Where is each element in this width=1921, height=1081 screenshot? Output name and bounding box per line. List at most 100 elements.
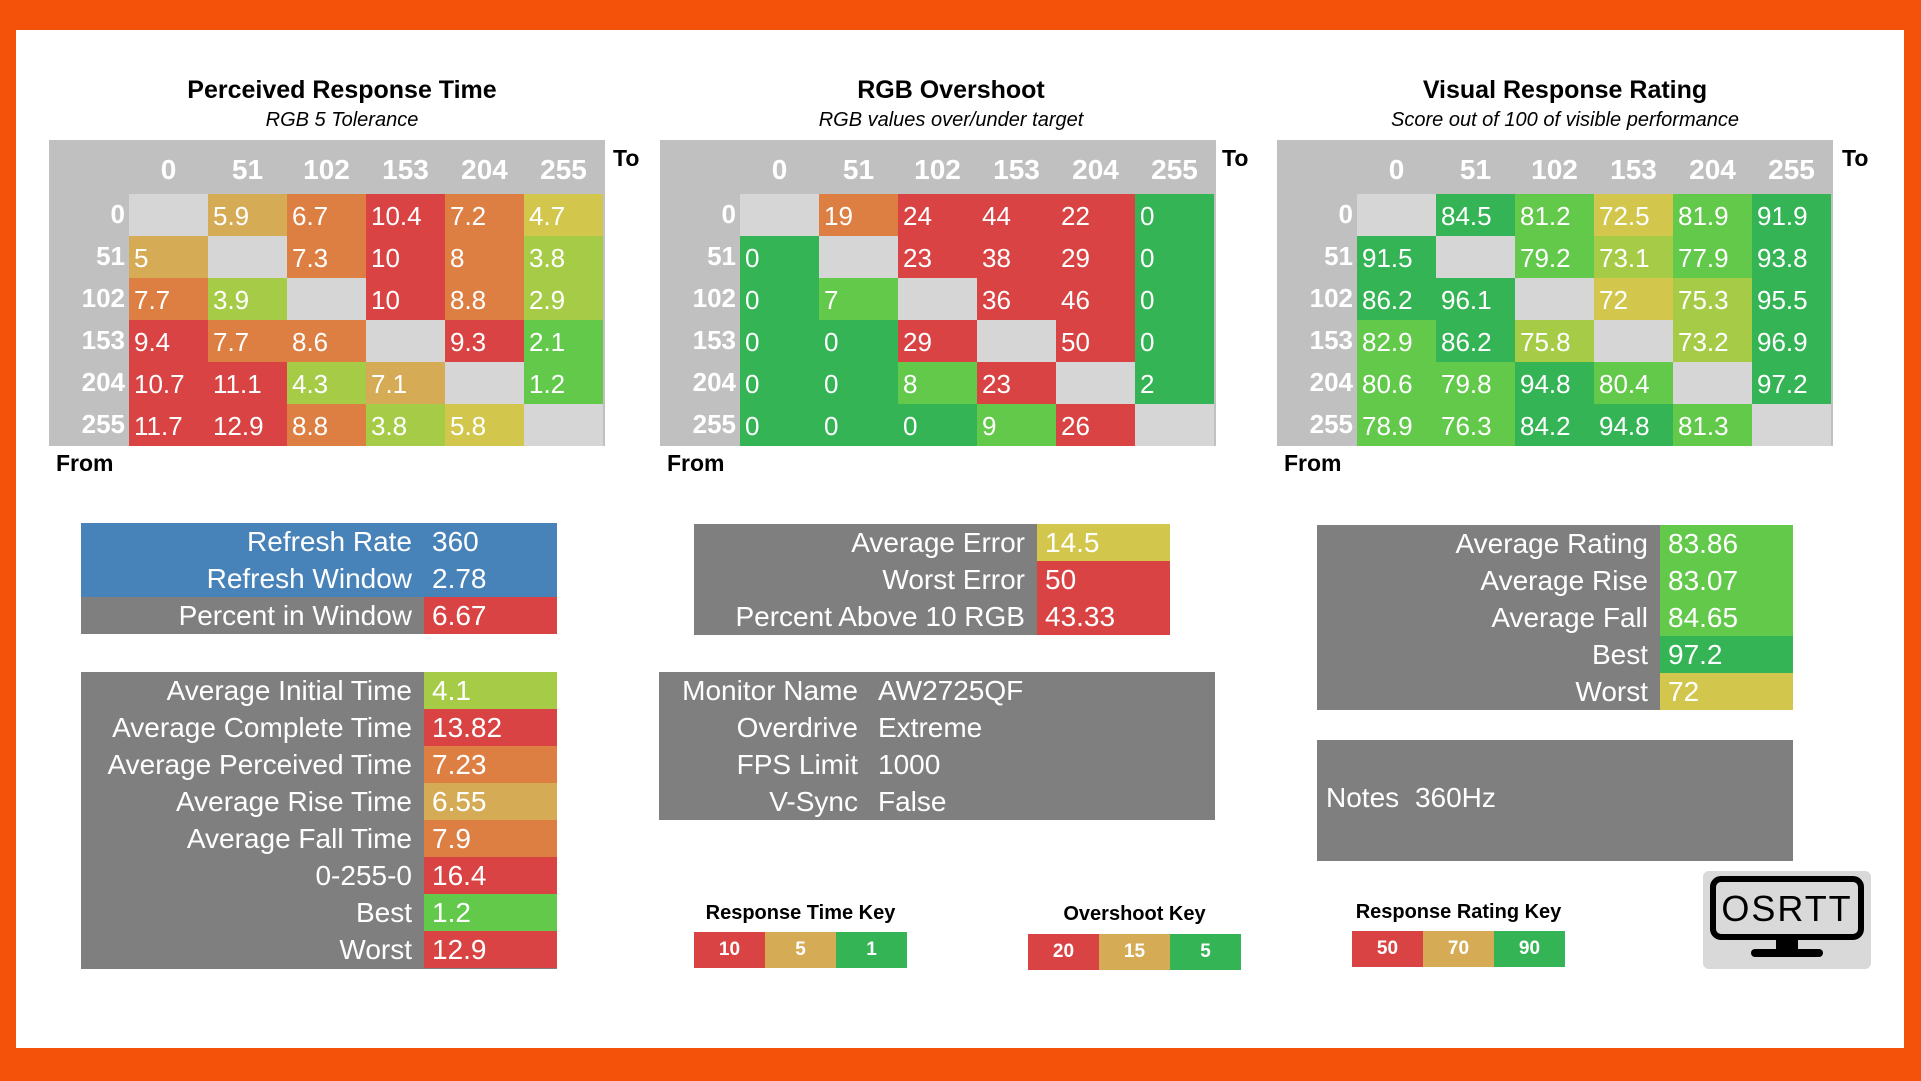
stat-value: 97.2 — [1660, 636, 1793, 673]
osrtt-logo: OSRTT — [1703, 871, 1871, 969]
matrix-row: 102 7.7 3.9 10 8.8 2.9 — [49, 278, 605, 320]
matrix-cell: 5.9 — [208, 194, 287, 236]
stat-label: Average Error — [694, 524, 1037, 561]
matrix-cell: 1.2 — [524, 362, 603, 404]
stat-value: 13.82 — [424, 709, 557, 746]
matrix-row: 255 11.7 12.9 8.8 3.8 5.8 — [49, 404, 605, 446]
matrix-cell: 6.7 — [287, 194, 366, 236]
matrix-cell: 86.2 — [1357, 278, 1436, 320]
matrix-cell: 7.7 — [208, 320, 287, 362]
stat-label: Refresh Window — [81, 560, 424, 597]
from-header: 102 — [1309, 283, 1353, 313]
overshoot-key: 20 15 5 — [1028, 934, 1241, 970]
matrix-cell: 72.5 — [1594, 194, 1673, 236]
matrix-cell: 96.9 — [1752, 320, 1831, 362]
stat-row: Average Error 14.5 — [694, 524, 1170, 561]
stat-row: Average Perceived Time 7.23 — [81, 746, 557, 783]
matrix-cell: 8.8 — [445, 278, 524, 320]
matrix-row: 204 10.7 11.1 4.3 7.1 1.2 — [49, 362, 605, 404]
matrix-cell: 3.8 — [366, 404, 445, 446]
matrix-row: 153 82.9 86.2 75.8 73.2 96.9 — [1277, 320, 1833, 362]
response-rating-key: 50 70 90 — [1352, 931, 1565, 967]
stat-value: 6.55 — [424, 783, 557, 820]
to-header: 255 — [540, 154, 587, 185]
matrix-corner — [660, 140, 740, 194]
stat-label: Average Perceived Time — [81, 746, 424, 783]
visual-subtitle: Score out of 100 of visible performance — [1391, 109, 1739, 131]
results-sheet: Perceived Response Time RGB 5 Tolerance … — [16, 30, 1904, 1048]
matrix-row: 0 5.9 6.7 10.4 7.2 4.7 — [49, 194, 605, 236]
from-header: 0 — [110, 199, 125, 229]
to-header: 153 — [382, 154, 429, 185]
stat-row: Overdrive Extreme — [659, 709, 1215, 746]
from-header: 204 — [692, 367, 736, 397]
matrix-cell: 0 — [1135, 278, 1214, 320]
response-time-key: 10 5 1 — [694, 932, 907, 968]
matrix-cell: 0 — [819, 320, 898, 362]
matrix-cell-empty — [898, 278, 977, 320]
from-header: 51 — [707, 241, 736, 271]
to-header: 51 — [842, 154, 875, 185]
monitor-icon: OSRTT — [1710, 876, 1864, 957]
perceived-matrix: 0 51 102 153 204 255 0 5.9 6.7 10.4 7.2 4.7 51 5 7.3 10… — [49, 140, 605, 446]
matrix-cell: 38 — [977, 236, 1056, 278]
matrix-cell: 0 — [1135, 320, 1214, 362]
matrix-cell-empty — [445, 362, 524, 404]
matrix-cell: 0 — [740, 404, 819, 446]
matrix-cell: 96.1 — [1436, 278, 1515, 320]
matrix-cell: 77.9 — [1673, 236, 1752, 278]
stat-row: Worst 72 — [1317, 673, 1793, 710]
stat-row: Refresh Window 2.78 — [81, 560, 557, 597]
to-label: To — [1222, 145, 1249, 171]
matrix-cell: 0 — [740, 236, 819, 278]
to-header: 204 — [461, 154, 508, 185]
stat-label: Best — [81, 894, 424, 931]
matrix-cell: 7.1 — [366, 362, 445, 404]
stat-value: 360 — [424, 523, 557, 560]
matrix-cell: 73.1 — [1594, 236, 1673, 278]
stat-label: Average Complete Time — [81, 709, 424, 746]
matrix-cell: 3.8 — [524, 236, 603, 278]
to-header: 51 — [231, 154, 264, 185]
from-header: 0 — [721, 199, 736, 229]
stat-row: Average Fall Time 7.9 — [81, 820, 557, 857]
stat-label: Monitor Name — [659, 672, 870, 709]
matrix-cell: 8 — [898, 362, 977, 404]
matrix-cell-empty — [1135, 404, 1214, 446]
key-swatch: 90 — [1494, 931, 1565, 967]
matrix-cell: 7.2 — [445, 194, 524, 236]
stat-row: Percent in Window 6.67 — [81, 597, 557, 634]
refresh-stats-box: Refresh Rate 360 Refresh Window 2.78 Percent… — [81, 523, 557, 634]
stat-label: Best — [1317, 636, 1660, 673]
matrix-cell: 11.7 — [129, 404, 208, 446]
stat-row: Average Rating 83.86 — [1317, 525, 1793, 562]
stat-row: Average Initial Time 4.1 — [81, 672, 557, 709]
stat-value: 83.07 — [1660, 562, 1793, 599]
matrix-row: 102 86.2 96.1 72 75.3 95.5 — [1277, 278, 1833, 320]
stat-row: Best 1.2 — [81, 894, 557, 931]
stat-label: Average Rise Time — [81, 783, 424, 820]
matrix-cell: 8.6 — [287, 320, 366, 362]
matrix-cell: 24 — [898, 194, 977, 236]
from-header: 255 — [1309, 409, 1353, 439]
matrix-cell: 23 — [898, 236, 977, 278]
matrix-cell-empty — [819, 236, 898, 278]
matrix-cell: 8 — [445, 236, 524, 278]
matrix-corner — [1277, 140, 1357, 194]
stat-value: 2.78 — [424, 560, 557, 597]
stat-label: 0-255-0 — [81, 857, 424, 894]
matrix-cell-empty — [287, 278, 366, 320]
stat-row: V-Sync False — [659, 783, 1215, 820]
stat-label: Average Rise — [1317, 562, 1660, 599]
stat-value: 7.9 — [424, 820, 557, 857]
matrix-row: 153 0 0 29 50 0 — [660, 320, 1216, 362]
matrix-cell: 4.7 — [524, 194, 603, 236]
stat-label: Average Fall Time — [81, 820, 424, 857]
overshoot-stats-box: Average Error 14.5 Worst Error 50 Percent Ab… — [694, 524, 1170, 635]
matrix-cell-empty — [977, 320, 1056, 362]
to-label: To — [1842, 145, 1869, 171]
matrix-cell: 9.4 — [129, 320, 208, 362]
stat-value: AW2725QF — [870, 672, 1215, 709]
matrix-cell: 3.9 — [208, 278, 287, 320]
matrix-cell: 4.3 — [287, 362, 366, 404]
